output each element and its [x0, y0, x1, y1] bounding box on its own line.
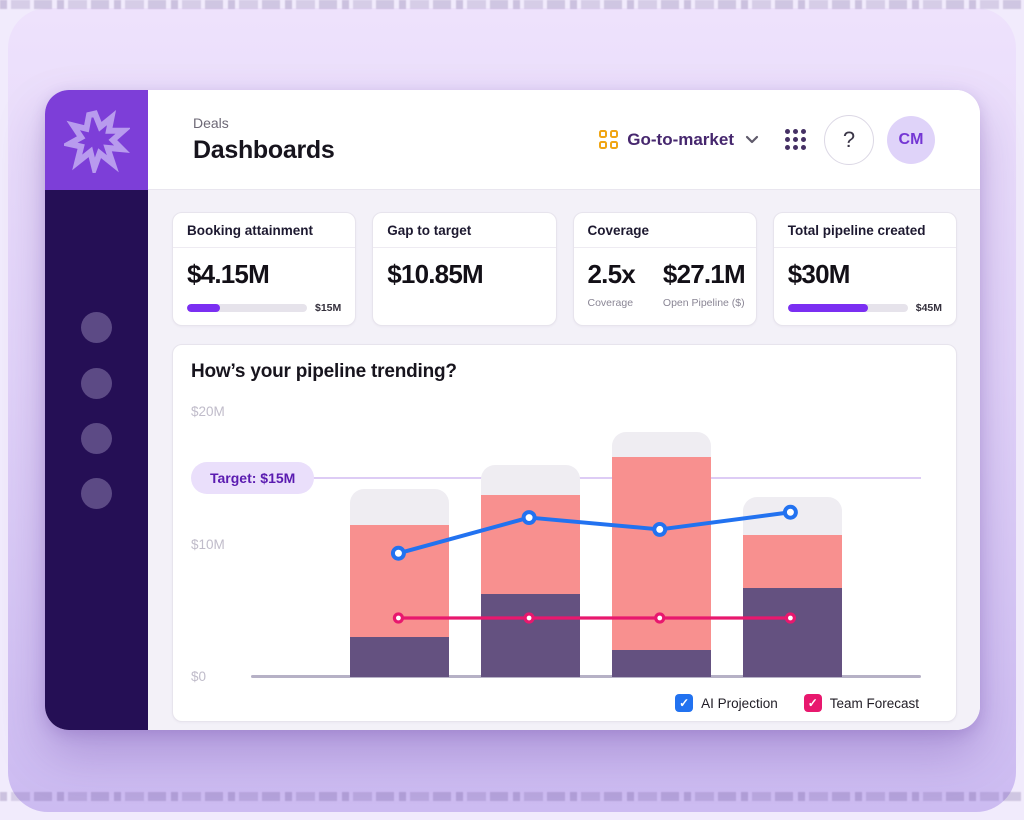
app-launcher-icon[interactable]	[785, 129, 806, 150]
header-bar: Deals Dashboards Go-to-market ? CM	[148, 90, 980, 190]
kpi-value: 2.5x	[587, 259, 636, 289]
chevron-down-icon	[745, 135, 759, 144]
breadcrumb: Deals	[193, 114, 229, 131]
bar-middle-segment	[611, 457, 711, 651]
attainment-progress: $15M	[187, 302, 341, 314]
page-title: Dashboards	[193, 135, 335, 164]
app-window: Deals Dashboards Go-to-market ? CM	[45, 90, 980, 730]
bar-middle-segment	[349, 524, 449, 638]
sidebar-item-1[interactable]	[81, 312, 112, 343]
avatar-initials: CM	[898, 130, 924, 148]
kpi-card-booking-attainment: Booking attainment $4.15M $15M	[172, 212, 357, 326]
kpi-value: $10.85M	[387, 259, 483, 289]
progress-fill	[787, 304, 868, 312]
y-axis-tick-label: $20M	[191, 404, 225, 419]
kpi-sub-label: Open Pipeline ($)	[662, 297, 745, 309]
x-axis-line	[251, 675, 921, 678]
kpi-value: $27.1M	[662, 259, 746, 289]
open-pipeline-metric: $27.1M Open Pipeline ($)	[662, 259, 746, 309]
cropped-text-artifact-bottom	[0, 792, 1024, 801]
help-button[interactable]: ?	[824, 114, 874, 165]
workspace-switcher[interactable]: Go-to-market	[599, 130, 759, 150]
kpi-card-gap-to-target: Gap to target $10.85M	[372, 212, 557, 326]
y-axis-tick-label: $10M	[191, 536, 225, 552]
kpi-card-title: Gap to target	[373, 213, 556, 248]
cropped-text-artifact-top	[0, 0, 1024, 9]
kpi-sub-label: Coverage	[587, 297, 634, 309]
kpi-card-title: Coverage	[573, 213, 756, 248]
progress-track	[187, 304, 307, 312]
sidebar-item-4[interactable]	[81, 478, 112, 509]
kpi-card-title: Total pipeline created	[773, 213, 956, 248]
legend-label: Team Forecast	[829, 695, 919, 711]
kpi-value: $30M	[787, 259, 851, 289]
kpi-value: $4.15M	[187, 259, 270, 289]
workspace-grid-icon	[599, 130, 619, 149]
app-logo[interactable]	[45, 90, 148, 190]
bar-bottom-segment	[480, 593, 580, 677]
sidebar-item-2[interactable]	[81, 368, 112, 399]
sidebar-item-3[interactable]	[81, 423, 112, 454]
dashboard-content: Booking attainment $4.15M $15M Gap to ta…	[148, 190, 980, 730]
legend-item: ✓ Team Forecast	[803, 694, 919, 712]
coverage-metric: 2.5x Coverage	[587, 259, 636, 309]
progress-track	[787, 304, 908, 312]
legend-label: AI Projection	[701, 695, 778, 711]
bar-cap-segment	[480, 465, 580, 496]
kpi-row: Booking attainment $4.15M $15M Gap to ta…	[172, 212, 957, 326]
legend-item: ✓ AI Projection	[675, 694, 778, 712]
bar-bottom-segment	[611, 650, 711, 677]
stacked-bar[interactable]	[480, 465, 580, 677]
bar-cap-segment	[349, 488, 449, 525]
workspace-switcher-label: Go-to-market	[627, 129, 734, 149]
bar-middle-segment	[480, 495, 580, 594]
target-badge: Target: $15M	[191, 462, 315, 495]
legend-checkbox[interactable]: ✓	[803, 694, 822, 712]
stacked-bar[interactable]	[742, 496, 842, 677]
progress-fill	[187, 304, 221, 312]
kpi-card-title: Booking attainment	[173, 213, 356, 248]
line-ai-projection	[397, 510, 791, 556]
pipeline-chart: How’s your pipeline trending? $20M $10M $0…	[172, 344, 957, 722]
header-title-block: Deals Dashboards	[193, 114, 335, 165]
question-mark-icon: ?	[842, 126, 856, 152]
progress-target-label: $45M	[915, 302, 942, 314]
legend-checkbox[interactable]: ✓	[675, 694, 694, 712]
pipeline-progress: $45M	[787, 302, 942, 314]
kpi-card-coverage: Coverage 2.5x Coverage $27.1M Open Pipel…	[572, 212, 757, 326]
sidebar-nav	[45, 190, 148, 730]
bar-cap-segment	[611, 431, 711, 458]
bar-middle-segment	[742, 535, 842, 589]
chart-legend: ✓ AI Projection ✓ Team Forecast	[675, 694, 919, 712]
bar-cap-segment	[742, 496, 842, 536]
progress-target-label: $15M	[314, 302, 342, 314]
y-axis-tick-label: $0	[191, 669, 207, 684]
avatar[interactable]: CM	[887, 115, 935, 164]
header-actions: Go-to-market ? CM	[599, 114, 935, 165]
bar-bottom-segment	[349, 637, 449, 677]
chart-title: How’s your pipeline trending?	[191, 361, 457, 382]
starburst-icon	[63, 109, 130, 173]
stacked-bar[interactable]	[349, 488, 449, 677]
stacked-bar[interactable]	[611, 431, 711, 677]
bar-bottom-segment	[742, 588, 842, 677]
kpi-card-total-pipeline: Total pipeline created $30M $45M	[772, 212, 957, 326]
